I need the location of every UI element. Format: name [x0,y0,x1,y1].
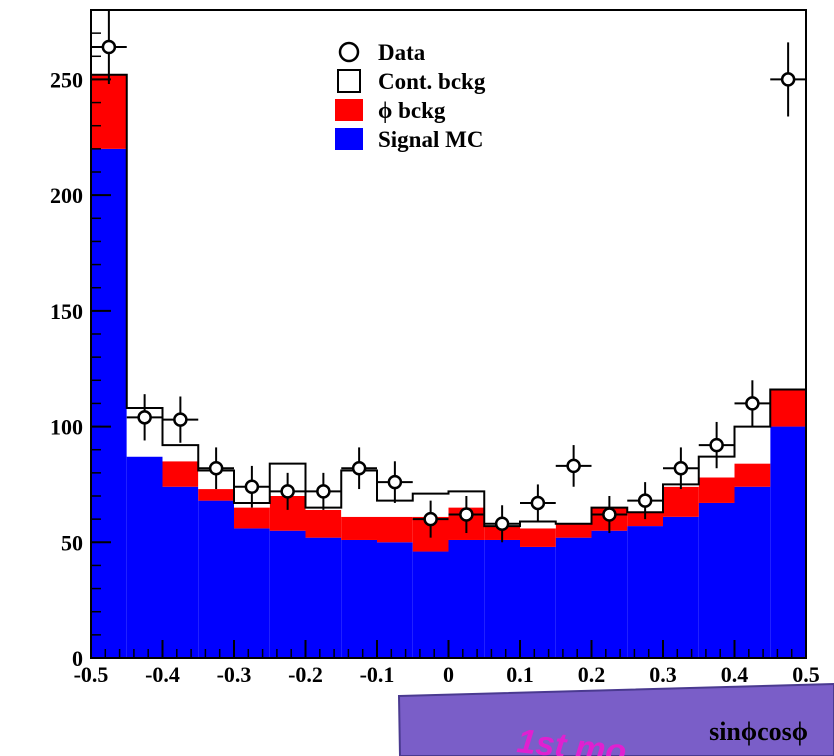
y-tick-label: 200 [50,183,83,208]
bar-signal-mc-7 [341,539,377,658]
bar--bckg-17 [698,477,735,503]
y-tick-label: 100 [50,415,83,440]
x-tick-label: -0.4 [145,662,180,687]
legend: Data Cont. bckg ϕ bckg Signal MC [335,40,486,152]
axes: -0.5 -0.4 -0.3 -0.2 -0.1 0 0.1 0.2 0.3 0.4 0.5 0 50 1… [50,9,820,687]
histogram-bars [91,74,806,658]
data-point [530,495,546,511]
legend-label: Cont. bckg [378,69,486,94]
legend-label: Data [378,40,426,65]
x-axis-label: sinϕcosϕ [709,717,808,746]
data-point [745,396,760,411]
x-tick-label: -0.3 [217,662,252,687]
bar--bckg-12 [520,528,556,547]
bar--bckg-19 [770,389,806,427]
bar-signal-mc-4 [234,528,270,658]
bar-cont-bckg-18 [734,426,771,464]
bar-signal-mc-1 [126,456,163,658]
legend-cont-marker [337,69,361,93]
bar--bckg-16 [663,486,699,517]
data-point [316,484,331,499]
data-point [280,484,295,499]
x-tick-label: -0.2 [288,662,323,687]
data-point [244,479,260,494]
x-tick-label: 0.4 [721,662,749,687]
legend-label: Signal MC [378,127,483,152]
y-tick-label: 150 [50,299,83,324]
data-point [637,493,653,508]
data-points [91,10,806,543]
bar-signal-mc-2 [162,486,199,658]
bar-signal-mc-14 [591,530,628,658]
data-point [494,516,510,532]
data-point [566,458,581,474]
bar-signal-mc-18 [734,486,771,658]
bar-signal-mc-10 [448,539,485,658]
data-point [459,507,474,522]
bar--bckg-18 [734,463,771,487]
bar-cont-bckg-8 [377,500,413,517]
bar-signal-mc-5 [269,530,306,658]
x-tick-label: -0.5 [74,662,109,687]
bar--bckg-7 [341,516,377,540]
bar-signal-mc-19 [770,426,806,658]
x-tick-label: 0.3 [649,662,677,687]
bar-signal-mc-9 [412,551,449,658]
total-outline-path [90,73,806,658]
bar-signal-mc-13 [555,537,592,658]
bar--bckg-6 [305,509,342,538]
x-tick-label: -0.1 [360,662,395,687]
data-point [137,410,152,425]
total-outline [90,73,806,658]
data-point [602,507,617,522]
bar--bckg-3 [198,489,234,501]
data-point [173,412,188,427]
legend-data-marker [338,41,360,63]
y-tick-label: 250 [50,67,83,92]
bar-signal-mc-15 [627,526,663,658]
legend-fill-marker [335,99,363,121]
bar-signal-mc-8 [377,542,413,658]
legend-label: ϕ bckg [378,98,446,123]
overlay-box [397,682,834,756]
data-point [423,511,438,527]
data-point [709,437,724,453]
bar--bckg-13 [555,523,592,538]
data-point [351,460,367,476]
bar-cont-bckg-2 [162,445,199,462]
bar-signal-mc-17 [698,502,735,658]
bar-signal-mc-3 [198,500,234,658]
data-point [780,72,796,87]
y-tick-label: 50 [61,530,83,555]
bar--bckg-8 [377,516,413,543]
bar--bckg-0 [91,74,127,149]
bar-signal-mc-11 [484,539,520,658]
x-tick-label: 0.5 [792,662,820,687]
legend-fill-marker [335,128,363,150]
x-tick-label: 0 [443,662,454,687]
bar-signal-mc-16 [663,516,699,658]
bar-signal-mc-6 [305,537,342,658]
data-point [673,460,689,476]
bar-cont-bckg-12 [520,521,556,529]
x-tick-label: 0.2 [578,662,606,687]
bar--bckg-2 [162,461,199,487]
bar-signal-mc-12 [520,546,556,658]
data-point [101,39,117,55]
x-tick-label: 0.1 [506,662,534,687]
y-tick-label: 0 [72,646,83,671]
data-point [208,460,224,476]
data-point [387,474,403,490]
overlay-banner: 1st mo [397,682,834,756]
bar--bckg-4 [234,507,270,529]
